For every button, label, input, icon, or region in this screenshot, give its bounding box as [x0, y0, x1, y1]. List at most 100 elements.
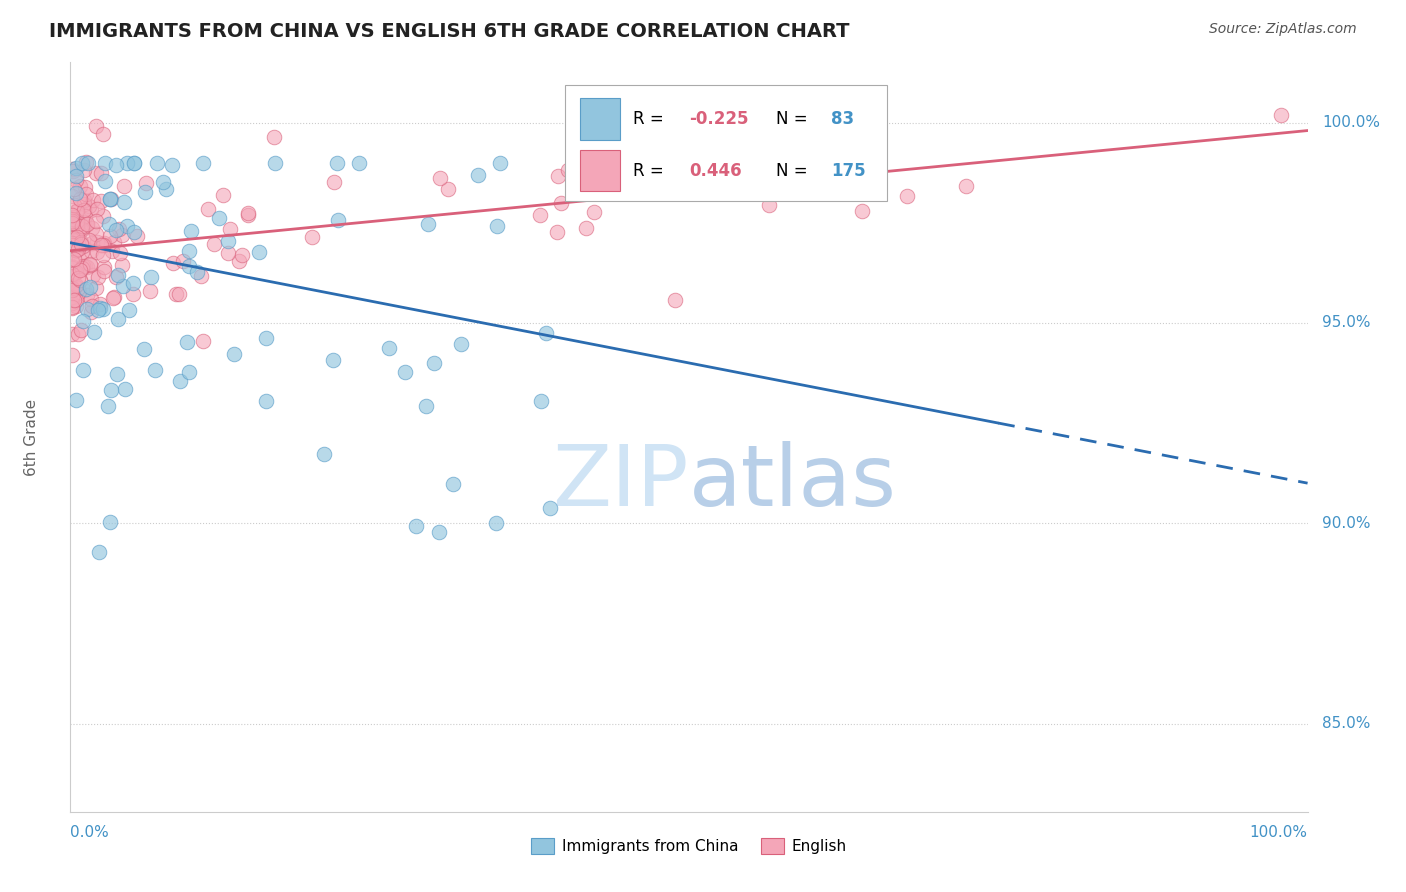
Point: [100, 383, 122, 397]
Point: [98, 192, 121, 206]
Point: [84, 227, 107, 241]
Point: [79, 256, 101, 270]
Point: [76, 260, 98, 275]
Point: [62, 211, 84, 225]
Point: [70, 245, 93, 260]
Point: [73, 197, 96, 211]
Point: [105, 269, 128, 284]
Point: [80, 304, 103, 318]
Point: [70, 260, 93, 275]
Point: [557, 163, 579, 178]
Point: [124, 155, 146, 169]
Text: IMMIGRANTS FROM CHINA VS ENGLISH 6TH GRADE CORRELATION CHART: IMMIGRANTS FROM CHINA VS ENGLISH 6TH GRA…: [49, 22, 849, 41]
Point: [155, 182, 177, 196]
Point: [100, 244, 122, 259]
Point: [546, 225, 568, 239]
Point: [254, 331, 277, 345]
Point: [208, 211, 231, 225]
Point: [60, 295, 83, 310]
Point: [97, 399, 120, 413]
Point: [111, 279, 134, 293]
Point: [72, 314, 94, 328]
Point: [595, 175, 617, 189]
Text: R =: R =: [633, 111, 669, 128]
Point: [60, 208, 83, 222]
Point: [441, 476, 464, 491]
Point: [111, 258, 134, 272]
Point: [65, 279, 87, 293]
Point: [79, 258, 101, 272]
Point: [62, 260, 84, 275]
Point: [83, 325, 105, 339]
Point: [72, 259, 94, 273]
Point: [65, 169, 87, 184]
Point: [60, 348, 83, 362]
Point: [744, 156, 766, 170]
Point: [60, 236, 83, 251]
Point: [107, 222, 129, 236]
Point: [69, 237, 91, 252]
Point: [80, 292, 103, 306]
Point: [65, 299, 87, 313]
Point: [176, 334, 198, 349]
Point: [121, 276, 143, 290]
Point: [115, 155, 138, 169]
Point: [75, 187, 97, 202]
Point: [60, 214, 83, 228]
Point: [70, 219, 93, 233]
Text: N =: N =: [776, 111, 813, 128]
Point: [896, 189, 918, 203]
Point: [91, 237, 114, 252]
Point: [60, 244, 83, 259]
Point: [114, 382, 136, 396]
Point: [98, 192, 121, 206]
Text: Source: ZipAtlas.com: Source: ZipAtlas.com: [1209, 22, 1357, 37]
Point: [955, 178, 977, 193]
Point: [63, 227, 86, 241]
Point: [93, 235, 115, 250]
Point: [347, 155, 370, 169]
Point: [264, 155, 287, 169]
Point: [77, 233, 100, 247]
Point: [105, 367, 128, 381]
Bar: [581, 98, 620, 140]
Point: [65, 204, 87, 219]
Point: [758, 198, 780, 212]
Point: [98, 515, 121, 529]
Point: [217, 246, 239, 260]
Point: [77, 198, 100, 212]
Point: [89, 301, 111, 315]
Point: [75, 214, 97, 228]
Point: [93, 155, 115, 169]
Point: [66, 270, 89, 285]
Point: [62, 233, 84, 247]
Point: [103, 235, 125, 250]
Point: [75, 155, 97, 169]
Text: 175: 175: [831, 162, 866, 180]
Point: [84, 166, 107, 180]
Point: [73, 180, 96, 194]
Point: [60, 212, 83, 227]
Text: 0.0%: 0.0%: [70, 825, 110, 840]
Point: [191, 155, 214, 169]
Point: [467, 168, 489, 182]
Text: N =: N =: [776, 162, 813, 180]
Point: [73, 283, 96, 297]
Point: [75, 259, 97, 273]
Text: -0.225: -0.225: [689, 111, 748, 128]
FancyBboxPatch shape: [565, 85, 887, 201]
Point: [65, 277, 87, 292]
Point: [67, 252, 90, 266]
Point: [538, 500, 561, 515]
Point: [179, 224, 201, 238]
Point: [60, 161, 83, 176]
Bar: [581, 150, 620, 191]
Text: 0.446: 0.446: [689, 162, 741, 180]
Point: [65, 392, 87, 407]
Point: [63, 252, 86, 267]
Point: [118, 303, 141, 318]
Point: [66, 214, 89, 228]
Point: [325, 155, 347, 169]
Point: [66, 229, 89, 244]
Point: [415, 399, 437, 413]
